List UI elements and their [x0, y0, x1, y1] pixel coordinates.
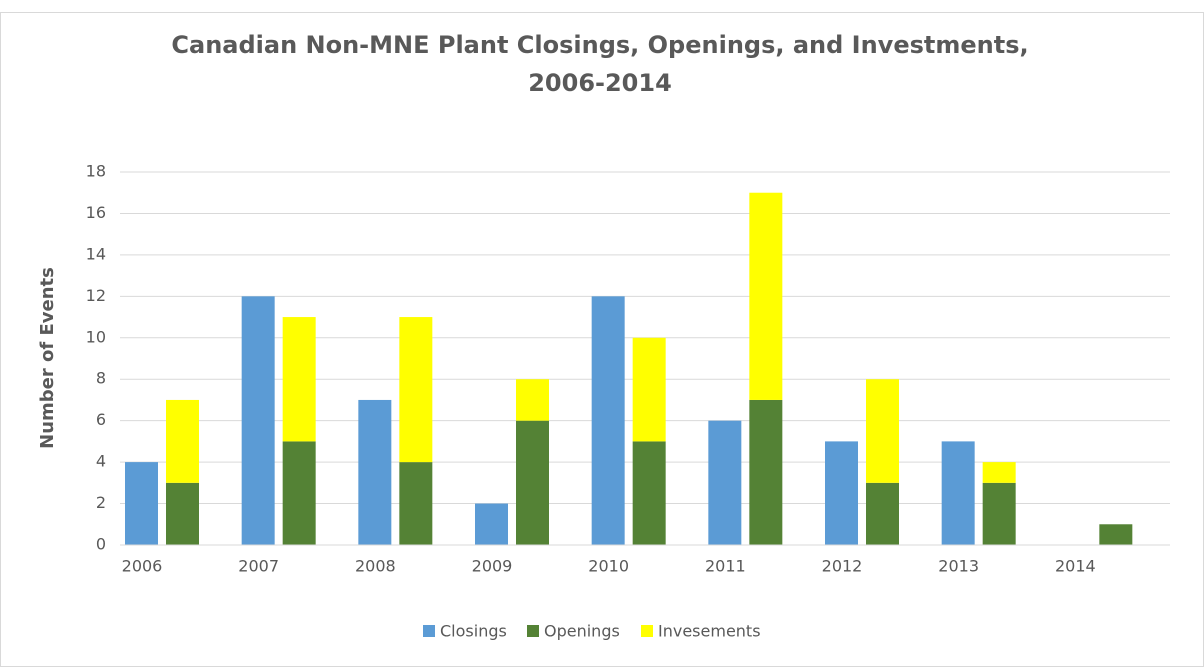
y-tick-label: 14 — [86, 244, 106, 263]
bar — [749, 399, 783, 545]
y-tick-label: 16 — [86, 203, 106, 222]
x-tick-label: 2014 — [1055, 557, 1096, 576]
legend-swatch — [527, 625, 539, 637]
bar — [632, 337, 666, 442]
x-tick-label: 2006 — [122, 557, 163, 576]
bar — [866, 379, 899, 483]
y-axis-label: Number of Events — [37, 267, 58, 449]
bar — [475, 503, 508, 545]
legend-label: Closings — [440, 622, 507, 641]
bar — [166, 399, 199, 483]
bar — [591, 296, 625, 545]
bar — [166, 482, 199, 545]
bar — [282, 441, 316, 545]
bar — [632, 441, 666, 545]
legend-label: Openings — [544, 622, 620, 641]
y-tick-label: 18 — [86, 162, 106, 181]
bar — [516, 420, 549, 545]
bar — [708, 420, 742, 545]
bar — [399, 317, 433, 463]
x-tick-label: 2012 — [822, 557, 863, 576]
bar — [358, 399, 392, 545]
y-tick-label: 6 — [96, 410, 106, 429]
bar — [825, 441, 858, 545]
x-tick-label: 2013 — [938, 557, 979, 576]
bar — [241, 296, 275, 545]
bar — [749, 192, 783, 400]
x-tick-label: 2008 — [355, 557, 396, 576]
legend-label: Invesements — [658, 622, 761, 641]
x-tick-label: 2007 — [238, 557, 279, 576]
bar — [866, 482, 899, 545]
bar — [125, 462, 158, 545]
bar — [516, 379, 549, 421]
bar — [282, 317, 316, 442]
bar — [941, 441, 975, 545]
x-tick-label: 2011 — [705, 557, 746, 576]
bar — [982, 462, 1016, 483]
y-tick-label: 4 — [96, 452, 106, 471]
y-tick-label: 10 — [86, 327, 106, 346]
bar — [982, 482, 1016, 545]
x-tick-label: 2009 — [472, 557, 513, 576]
y-tick-label: 8 — [96, 369, 106, 388]
bar — [1099, 524, 1133, 545]
legend-swatch — [423, 625, 435, 637]
y-tick-label: 0 — [96, 535, 106, 554]
y-tick-label: 12 — [86, 286, 106, 305]
legend-swatch — [641, 625, 653, 637]
bar — [399, 462, 433, 545]
chart-title: Canadian Non-MNE Plant Closings, Opening… — [171, 31, 1029, 97]
y-tick-label: 2 — [96, 493, 106, 512]
x-tick-label: 2010 — [588, 557, 629, 576]
